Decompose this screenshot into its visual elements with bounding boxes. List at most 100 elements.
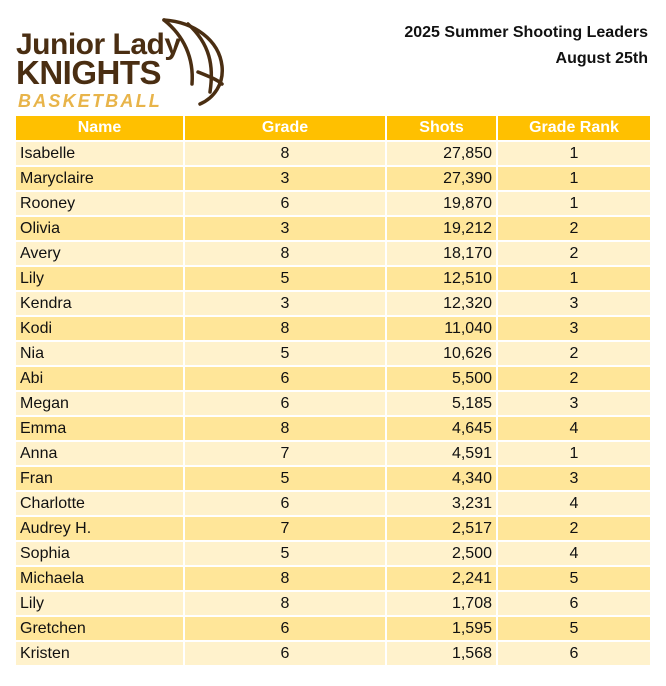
- table-row: Abi 6 5,500 2: [16, 366, 650, 392]
- cell-grade-rank: 1: [497, 166, 650, 192]
- cell-shots: 12,320: [386, 291, 498, 317]
- table-row: Megan 6 5,185 3: [16, 391, 650, 417]
- team-logo: Junior Lady KNIGHTS BASKETBALL: [14, 14, 229, 110]
- cell-grade-rank: 6: [497, 591, 650, 617]
- report-date: August 25th: [555, 50, 648, 67]
- cell-grade-rank: 4: [497, 541, 650, 567]
- table-row: Audrey H. 7 2,517 2: [16, 516, 650, 542]
- cell-grade-rank: 3: [497, 291, 650, 317]
- cell-grade: 3: [184, 216, 387, 242]
- cell-shots: 5,185: [386, 391, 498, 417]
- cell-grade: 7: [184, 516, 387, 542]
- table-row: Rooney 6 19,870 1: [16, 191, 650, 217]
- table-row: Isabelle 8 27,850 1: [16, 141, 650, 167]
- cell-grade-rank: 3: [497, 466, 650, 492]
- cell-name: Megan: [16, 391, 185, 417]
- cell-shots: 4,645: [386, 416, 498, 442]
- cell-grade-rank: 4: [497, 416, 650, 442]
- cell-shots: 1,708: [386, 591, 498, 617]
- cell-shots: 18,170: [386, 241, 498, 267]
- table-row: Lily 5 12,510 1: [16, 266, 650, 292]
- table-body: Isabelle 8 27,850 1 Maryclaire 3 27,390 1 Rooney…: [16, 141, 650, 667]
- cell-grade-rank: 3: [497, 316, 650, 342]
- cell-shots: 4,591: [386, 441, 498, 467]
- shooting-leaders-table: Name Grade Shots Grade Rank Isabelle 8 27,…: [16, 116, 650, 667]
- cell-name: Avery: [16, 241, 185, 267]
- cell-name: Lily: [16, 266, 185, 292]
- cell-name: Kodi: [16, 316, 185, 342]
- cell-name: Anna: [16, 441, 185, 467]
- table-row: Anna 7 4,591 1: [16, 441, 650, 467]
- cell-grade-rank: 2: [497, 216, 650, 242]
- cell-grade-rank: 2: [497, 241, 650, 267]
- table-row: Kodi 8 11,040 3: [16, 316, 650, 342]
- table-row: Emma 8 4,645 4: [16, 416, 650, 442]
- logo-text-junior-lady: Junior Lady: [16, 28, 181, 61]
- cell-shots: 2,517: [386, 516, 498, 542]
- table-row: Lily 8 1,708 6: [16, 591, 650, 617]
- cell-grade: 3: [184, 291, 387, 317]
- cell-shots: 4,340: [386, 466, 498, 492]
- cell-shots: 19,212: [386, 216, 498, 242]
- column-header-grade-rank: Grade Rank: [497, 116, 650, 142]
- cell-name: Lily: [16, 591, 185, 617]
- cell-name: Michaela: [16, 566, 185, 592]
- cell-grade: 8: [184, 416, 387, 442]
- cell-grade-rank: 1: [497, 191, 650, 217]
- cell-name: Isabelle: [16, 141, 185, 167]
- cell-name: Nia: [16, 341, 185, 367]
- cell-grade: 5: [184, 466, 387, 492]
- table-row: Charlotte 6 3,231 4: [16, 491, 650, 517]
- cell-grade: 6: [184, 616, 387, 642]
- column-header-shots: Shots: [386, 116, 498, 142]
- table-row: Michaela 8 2,241 5: [16, 566, 650, 592]
- cell-name: Kristen: [16, 641, 185, 667]
- cell-grade: 6: [184, 641, 387, 667]
- cell-grade: 5: [184, 341, 387, 367]
- cell-grade-rank: 1: [497, 441, 650, 467]
- cell-grade: 3: [184, 166, 387, 192]
- cell-grade-rank: 2: [497, 341, 650, 367]
- cell-shots: 2,500: [386, 541, 498, 567]
- table-row: Kristen 6 1,568 6: [16, 641, 650, 667]
- cell-grade: 6: [184, 366, 387, 392]
- cell-shots: 11,040: [386, 316, 498, 342]
- cell-grade-rank: 3: [497, 391, 650, 417]
- cell-name: Charlotte: [16, 491, 185, 517]
- cell-grade-rank: 5: [497, 566, 650, 592]
- table-row: Nia 5 10,626 2: [16, 341, 650, 367]
- table-row: Sophia 5 2,500 4: [16, 541, 650, 567]
- cell-shots: 19,870: [386, 191, 498, 217]
- table-row: Avery 8 18,170 2: [16, 241, 650, 267]
- cell-grade-rank: 5: [497, 616, 650, 642]
- cell-name: Rooney: [16, 191, 185, 217]
- report-title: 2025 Summer Shooting Leaders: [404, 24, 648, 41]
- cell-grade: 6: [184, 191, 387, 217]
- cell-shots: 27,850: [386, 141, 498, 167]
- cell-name: Audrey H.: [16, 516, 185, 542]
- cell-name: Abi: [16, 366, 185, 392]
- cell-grade: 5: [184, 266, 387, 292]
- cell-shots: 10,626: [386, 341, 498, 367]
- cell-grade-rank: 1: [497, 266, 650, 292]
- cell-grade-rank: 2: [497, 516, 650, 542]
- basketball-icon: [162, 18, 224, 106]
- cell-shots: 1,595: [386, 616, 498, 642]
- cell-name: Emma: [16, 416, 185, 442]
- cell-grade-rank: 2: [497, 366, 650, 392]
- cell-shots: 2,241: [386, 566, 498, 592]
- logo-text-basketball: BASKETBALL: [18, 91, 162, 111]
- table-row: Olivia 3 19,212 2: [16, 216, 650, 242]
- cell-grade: 8: [184, 141, 387, 167]
- report-heading: 2025 Summer Shooting Leaders August 25th: [404, 20, 648, 72]
- cell-grade: 5: [184, 541, 387, 567]
- cell-shots: 12,510: [386, 266, 498, 292]
- cell-name: Gretchen: [16, 616, 185, 642]
- cell-shots: 5,500: [386, 366, 498, 392]
- cell-grade-rank: 1: [497, 141, 650, 167]
- table-row: Fran 5 4,340 3: [16, 466, 650, 492]
- cell-shots: 27,390: [386, 166, 498, 192]
- cell-name: Kendra: [16, 291, 185, 317]
- cell-grade: 6: [184, 491, 387, 517]
- cell-grade: 7: [184, 441, 387, 467]
